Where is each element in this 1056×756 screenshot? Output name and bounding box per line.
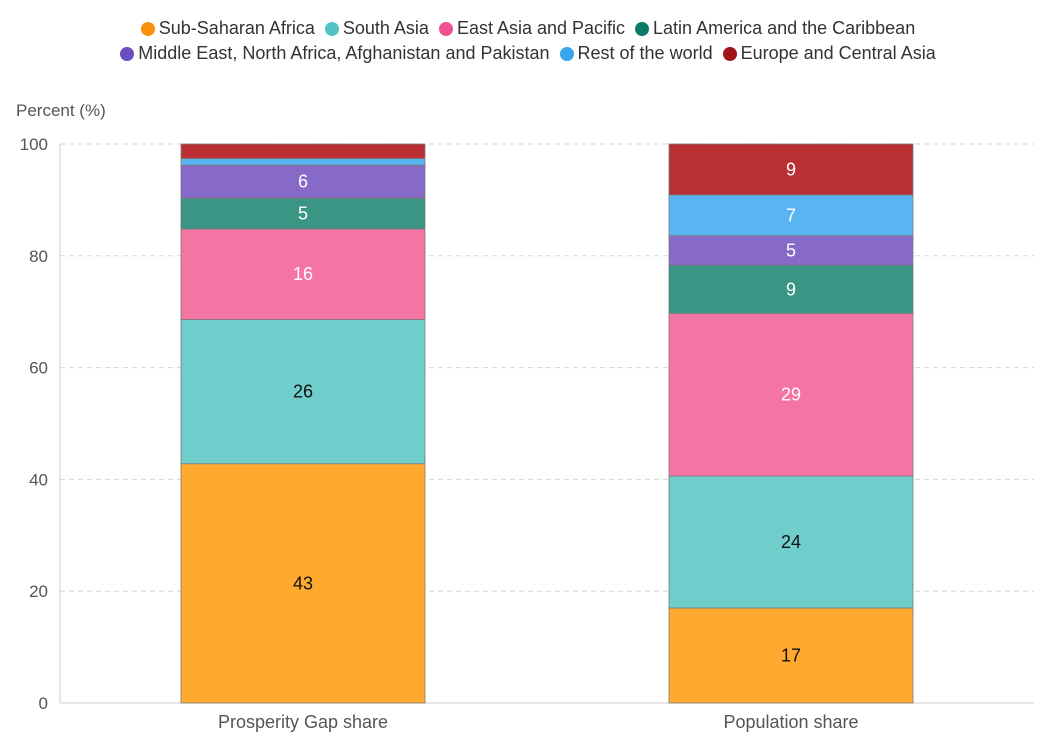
bar-segment: [180, 463, 426, 704]
legend-swatch-south-asia: [324, 21, 339, 36]
data-label: 5: [298, 204, 308, 224]
data-label: 7: [786, 205, 796, 225]
bar-segment: [180, 164, 426, 199]
data-label: 24: [781, 532, 801, 552]
y-tick-label: 60: [29, 359, 48, 378]
x-tick-label: Prosperity Gap share: [218, 712, 388, 732]
legend-row-2: Middle East, North Africa, Afghanistan a…: [0, 41, 1056, 66]
data-label: 26: [293, 382, 313, 402]
data-label: 29: [781, 385, 801, 405]
legend-label: South Asia: [342, 18, 429, 38]
legend-label: Sub-Saharan Africa: [158, 18, 315, 38]
x-tick-label: Population share: [723, 712, 858, 732]
y-tick-label: 20: [29, 582, 48, 601]
legend-swatch-sub-saharan-africa: [140, 21, 155, 36]
legend-item-europe-central-asia[interactable]: Europe and Central Asia: [722, 43, 936, 64]
bar-segment: [180, 158, 426, 166]
legend-label: Rest of the world: [577, 43, 713, 63]
y-tick-label: 0: [39, 694, 48, 713]
legend-item-sub-saharan-africa[interactable]: Sub-Saharan Africa: [140, 18, 315, 39]
data-label: 5: [786, 240, 796, 260]
legend-item-rest-of-world[interactable]: Rest of the world: [559, 43, 713, 64]
data-label: 17: [781, 645, 801, 665]
data-label: 9: [786, 279, 796, 299]
legend-swatch-europe-central-asia: [722, 46, 737, 61]
legend-label: Europe and Central Asia: [740, 43, 936, 63]
bar-segment: [668, 312, 914, 477]
bar-segment: [180, 228, 426, 320]
bar-segment: [668, 264, 914, 314]
legend-label: Middle East, North Africa, Afghanistan a…: [138, 43, 550, 63]
bar-segment: [668, 607, 914, 704]
bar-segment: [668, 235, 914, 266]
legend: Sub-Saharan Africa South Asia East Asia …: [0, 16, 1056, 66]
y-tick-label: 80: [29, 247, 48, 266]
legend-swatch-latin-america-caribbean: [635, 21, 650, 36]
legend-label: Latin America and the Caribbean: [653, 18, 916, 38]
legend-item-middle-east[interactable]: Middle East, North Africa, Afghanistan a…: [120, 43, 550, 64]
bar-segment: [180, 143, 426, 159]
bar-segment: [668, 194, 914, 237]
bar-segment: [668, 475, 914, 609]
legend-swatch-east-asia-pacific: [438, 21, 453, 36]
y-tick-label: 40: [29, 470, 48, 489]
bar-segment: [180, 319, 426, 465]
data-label: 9: [786, 159, 796, 179]
data-label: 6: [298, 172, 308, 192]
y-axis-label: Percent (%): [16, 101, 106, 120]
legend-item-south-asia[interactable]: South Asia: [324, 18, 429, 39]
legend-swatch-rest-of-world: [559, 46, 574, 61]
bar-segment: [668, 143, 914, 196]
legend-swatch-middle-east: [120, 46, 135, 61]
data-label: 43: [293, 573, 313, 593]
legend-item-latin-america-caribbean[interactable]: Latin America and the Caribbean: [635, 18, 915, 39]
data-label: 16: [293, 264, 313, 284]
bar-segment: [180, 197, 426, 230]
legend-item-east-asia-pacific[interactable]: East Asia and Pacific: [438, 18, 626, 39]
y-tick-label: 100: [20, 135, 48, 154]
legend-row-1: Sub-Saharan Africa South Asia East Asia …: [0, 16, 1056, 41]
legend-label: East Asia and Pacific: [456, 18, 626, 38]
